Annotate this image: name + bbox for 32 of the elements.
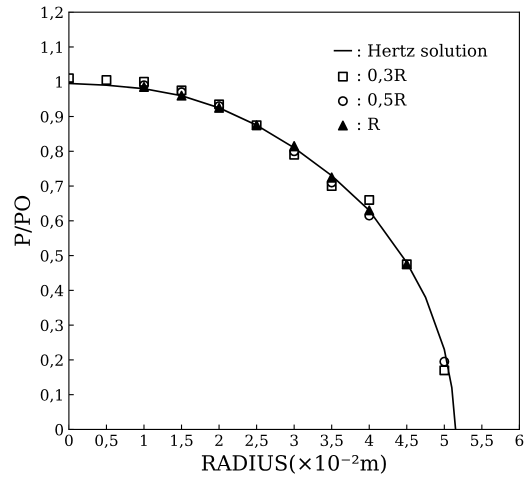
x-tick-label: 1: [140, 434, 147, 446]
y-tick-label: 0,6: [40, 215, 64, 229]
y-tick-label: 0,9: [40, 110, 64, 124]
x-tick-label: 2: [215, 434, 222, 446]
legend-label: : R: [358, 118, 380, 130]
legend-label: : 0,3R: [358, 68, 407, 84]
y-tick-label: 0,8: [40, 146, 64, 160]
x-tick-label: 1,5: [171, 434, 192, 448]
x-axis-title: RADIUS(×10⁻²m): [202, 454, 386, 474]
x-tick-label: 2,5: [245, 434, 268, 448]
y-tick-label: 0,2: [40, 354, 63, 368]
x-tick-label: 0: [65, 434, 73, 446]
x-tick-label: 4,5: [395, 434, 418, 448]
y-tick-label: 0,7: [40, 180, 63, 194]
x-tick-label: 4: [364, 434, 374, 446]
y-tick-label: 0,3: [40, 320, 63, 334]
y-tick-label: 0,4: [40, 284, 64, 298]
x-tick-label: 5: [440, 434, 448, 446]
x-tick-label: 0,5: [95, 434, 118, 448]
x-tick-label: 5,5: [471, 434, 493, 448]
y-tick-label: 1,2: [42, 6, 63, 20]
y-tick-label: 0,5: [40, 250, 63, 264]
x-tick-label: 6: [516, 434, 524, 446]
x-tick-label: 3,5: [320, 434, 343, 448]
legend-label: : 0,5R: [358, 93, 407, 108]
x-tick-label: 3: [290, 434, 298, 446]
y-tick-label: 1: [56, 76, 62, 88]
legend-label: : Hertz solution: [358, 44, 488, 57]
y-tick-label: 0: [55, 424, 64, 436]
y-tick-label: 1,1: [42, 41, 62, 55]
y-tick-label: 0,1: [40, 389, 62, 403]
y-axis-title: P/PO: [14, 196, 32, 246]
